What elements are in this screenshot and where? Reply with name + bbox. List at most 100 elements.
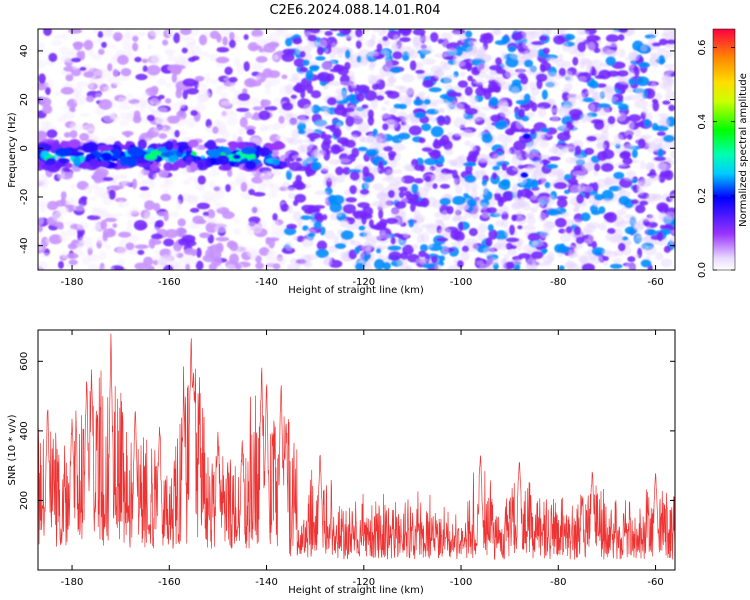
spectrogram-cell xyxy=(67,243,77,250)
spectrogram-cell xyxy=(382,36,389,42)
spectrogram-cell xyxy=(205,222,218,234)
spectrogram-cell xyxy=(60,191,67,200)
spectrogram-cell xyxy=(475,202,489,211)
spectrogram-cell xyxy=(345,197,357,203)
spectrogram-cell xyxy=(559,104,574,111)
spectrogram-cell xyxy=(216,154,230,166)
spectrogram-cell xyxy=(340,139,349,147)
spectrogram-cell xyxy=(574,154,585,165)
spectrogram-cell xyxy=(420,224,431,229)
spectrogram-cell xyxy=(394,190,401,202)
spectrogram-cell xyxy=(147,105,154,112)
spectrogram-cell xyxy=(239,116,248,128)
spectrogram-cell xyxy=(511,202,522,211)
spectrogram-cell xyxy=(260,99,271,107)
spectrogram-cell xyxy=(468,206,474,212)
spectrogram-cell xyxy=(547,98,557,105)
spectrogram-cell xyxy=(378,160,384,168)
spectrogram-cell xyxy=(79,132,90,142)
snr-x-tick-label: -180 xyxy=(61,577,84,588)
spectrogram-cell xyxy=(339,218,350,228)
spectrogram-cell xyxy=(163,162,174,172)
spectrogram-cell xyxy=(557,127,570,132)
spectrogram-cell xyxy=(434,218,444,224)
spectrogram-cell xyxy=(639,244,649,250)
spectrogram-cell xyxy=(387,189,396,199)
spectrogram-cell xyxy=(580,212,591,222)
spectrogram-cell xyxy=(133,219,148,231)
spectrogram-cell xyxy=(121,33,132,43)
spectrogram-cell xyxy=(634,127,641,138)
spectrogram-cell xyxy=(619,151,631,160)
spectrogram-cell xyxy=(324,125,338,130)
spectrogram-cell xyxy=(70,183,76,190)
spectrogram-cell xyxy=(635,76,650,87)
spectrogram-cell xyxy=(362,166,370,177)
spectrogram-cell xyxy=(141,58,148,64)
spectrogram-cell xyxy=(411,244,419,250)
spectrogram-cell xyxy=(119,119,129,127)
spectrogram-cell xyxy=(624,176,634,181)
spectrogram-cell xyxy=(247,182,256,191)
spectrogram-cell xyxy=(335,166,344,176)
spectrogram-cell xyxy=(377,233,392,239)
spectrogram-cell xyxy=(640,259,652,268)
spectrogram-cell xyxy=(639,200,649,206)
spectrogram-cell xyxy=(521,31,527,36)
spectrogram-cell xyxy=(363,253,369,263)
spectrogram-cell xyxy=(601,130,609,140)
spectrogram-x-tick-label: -160 xyxy=(158,277,181,288)
spectrogram-cell xyxy=(102,232,108,242)
spectrogram-cell xyxy=(452,178,459,187)
spectrogram-cell xyxy=(354,262,365,270)
spectrogram-cell xyxy=(364,90,377,101)
spectrogram-cell xyxy=(79,66,87,72)
spectrogram-cell xyxy=(504,129,515,135)
spectrogram-cell xyxy=(288,138,299,146)
spectrogram-cell xyxy=(236,64,244,76)
spectrogram-cell xyxy=(509,224,516,236)
spectrogram-cell xyxy=(604,211,618,223)
spectrogram-cell xyxy=(430,32,439,43)
snr-x-tick-label: -60 xyxy=(647,577,663,588)
spectrogram-cell xyxy=(385,217,399,225)
spectrogram-cell xyxy=(539,141,549,148)
spectrogram-cell xyxy=(548,194,556,206)
spectrogram-cell xyxy=(499,107,511,118)
spectrogram-cell xyxy=(58,260,64,269)
spectrogram-x-tick-label: -180 xyxy=(61,277,84,288)
spectrogram-cell xyxy=(84,185,93,195)
spectrogram-cell xyxy=(263,43,276,53)
spectrogram-cell xyxy=(295,165,309,172)
spectrogram-cell xyxy=(506,249,518,256)
spectrogram-cell xyxy=(143,256,154,266)
spectrogram-cell xyxy=(110,180,118,185)
spectrogram-cell xyxy=(121,179,132,187)
spectrogram-cell xyxy=(602,249,612,255)
spectrogram-cell xyxy=(579,256,591,264)
spectrogram-cell xyxy=(287,192,296,199)
spectrogram-cell xyxy=(271,255,280,263)
spectrogram-cell xyxy=(311,204,326,209)
spectrogram-cell xyxy=(541,29,550,37)
spectrogram-cell xyxy=(326,97,337,106)
spectrogram-cell xyxy=(180,29,192,36)
spectrogram-cell xyxy=(343,34,356,40)
spectrogram-y-tick-label: 20 xyxy=(19,93,30,106)
spectrogram-cell xyxy=(510,86,520,96)
spectrogram-cell xyxy=(144,200,155,211)
spectrogram-cell xyxy=(272,213,278,221)
spectrogram-cell xyxy=(517,225,523,230)
spectrogram-cell xyxy=(645,162,655,171)
spectrogram-cell xyxy=(596,142,607,151)
spectrogram-cell xyxy=(602,255,610,262)
spectrogram-cell xyxy=(181,234,196,244)
spectrogram-cell xyxy=(623,143,636,153)
spectrogram-cell xyxy=(159,182,173,190)
spectrogram-cell xyxy=(631,149,638,159)
snr-x-tick-label: -140 xyxy=(255,577,278,588)
spectrogram-cell xyxy=(458,177,464,183)
spectrogram-cell xyxy=(355,92,365,102)
spectrogram-cell xyxy=(616,112,627,122)
spectrogram-cell xyxy=(576,29,586,35)
